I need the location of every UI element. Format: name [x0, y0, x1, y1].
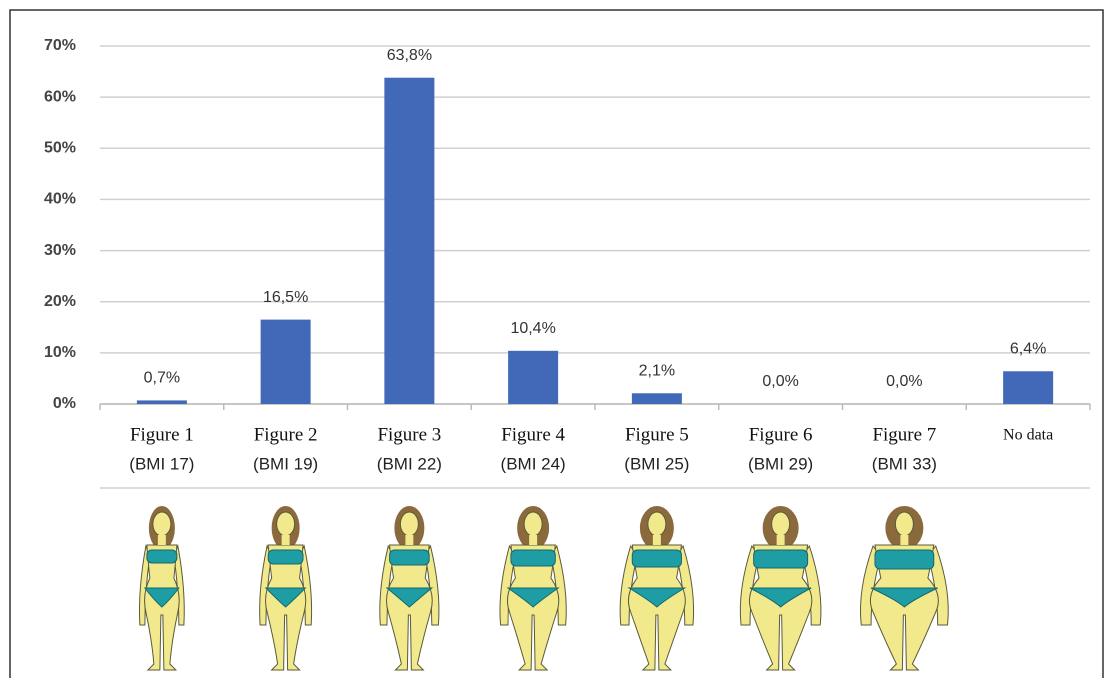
value-label: 0,7% — [144, 370, 180, 387]
bikini-bottom — [385, 587, 434, 608]
bar — [136, 400, 187, 404]
value-label: 63,8% — [387, 47, 432, 64]
bikini-top — [146, 549, 178, 564]
bar — [260, 319, 311, 404]
bikini-bottom — [506, 587, 560, 608]
neck — [157, 535, 166, 545]
arm — [499, 544, 516, 626]
figure-illustration — [619, 506, 695, 671]
value-label: 16,5% — [263, 289, 308, 306]
arm — [379, 544, 395, 626]
bikini-top — [631, 549, 682, 568]
x-tick-label: Figure 7 — [872, 424, 936, 445]
x-tick-sublabel: (BMI 29) — [748, 454, 813, 473]
head — [399, 511, 419, 537]
x-tick-sublabel: (BMI 22) — [377, 454, 442, 473]
value-label: 0,0% — [886, 373, 922, 390]
y-tick-label: 60% — [44, 88, 76, 105]
bar — [384, 77, 435, 405]
bikini-bottom — [627, 587, 687, 608]
x-tick-sublabel: (BMI 19) — [253, 454, 318, 473]
frame — [9, 9, 1104, 678]
arm — [619, 544, 638, 626]
neck — [405, 535, 414, 545]
bikini-top — [389, 549, 430, 566]
bar — [508, 350, 559, 404]
figure-illustration — [138, 506, 185, 671]
y-tick-label: 70% — [44, 37, 76, 54]
x-tick-label: Figure 1 — [130, 424, 194, 445]
figure-illustration — [499, 506, 567, 671]
neck — [900, 535, 909, 545]
bikini-top — [753, 549, 809, 569]
x-tick-label: Figure 2 — [254, 424, 318, 445]
arm — [299, 544, 313, 626]
arm — [173, 544, 185, 626]
x-tick-sublabel: (BMI 33) — [872, 454, 937, 473]
y-tick-label: 10% — [44, 344, 76, 361]
head — [276, 511, 296, 537]
arm — [424, 544, 440, 626]
x-tick-sublabel: (BMI 25) — [624, 454, 689, 473]
arm — [138, 544, 151, 626]
head — [894, 511, 914, 537]
x-tick-label: Figure 3 — [377, 424, 441, 445]
y-tick-label: 30% — [44, 242, 76, 259]
neck — [529, 535, 538, 545]
figure-illustration — [739, 506, 822, 671]
bikini-top — [874, 549, 935, 570]
head — [523, 511, 543, 537]
bikini-bottom — [749, 587, 812, 608]
bar — [1003, 371, 1054, 404]
arm — [259, 544, 273, 626]
head — [771, 511, 791, 537]
figure-illustration — [379, 506, 440, 671]
x-tick-label: Figure 4 — [501, 424, 565, 445]
x-tick-label: Figure 6 — [749, 424, 813, 445]
x-tick-sublabel: (BMI 17) — [129, 454, 194, 473]
y-tick-label: 0% — [53, 395, 76, 412]
value-label: 2,1% — [639, 362, 675, 379]
bikini-bottom — [143, 587, 180, 608]
x-tick-label: No data — [1003, 427, 1053, 444]
figure-illustration — [859, 506, 949, 671]
neck — [776, 535, 785, 545]
x-tick-sublabel: (BMI 24) — [501, 454, 566, 473]
bikini-bottom — [264, 587, 307, 608]
head — [647, 511, 667, 537]
bikini-top — [267, 549, 304, 565]
bar — [631, 393, 682, 404]
bikini-top — [510, 549, 556, 567]
value-label: 10,4% — [510, 320, 555, 337]
neck — [281, 535, 290, 545]
figure-illustration — [259, 506, 313, 671]
arm — [550, 544, 567, 626]
y-tick-label: 50% — [44, 140, 76, 157]
arm — [676, 544, 695, 626]
neck — [652, 535, 661, 545]
y-tick-label: 40% — [44, 191, 76, 208]
value-label: 6,4% — [1010, 340, 1046, 357]
value-label: 0,0% — [762, 373, 798, 390]
y-tick-label: 20% — [44, 293, 76, 310]
x-tick-label: Figure 5 — [625, 424, 689, 445]
bikini-bottom — [870, 587, 938, 608]
head — [152, 511, 172, 537]
